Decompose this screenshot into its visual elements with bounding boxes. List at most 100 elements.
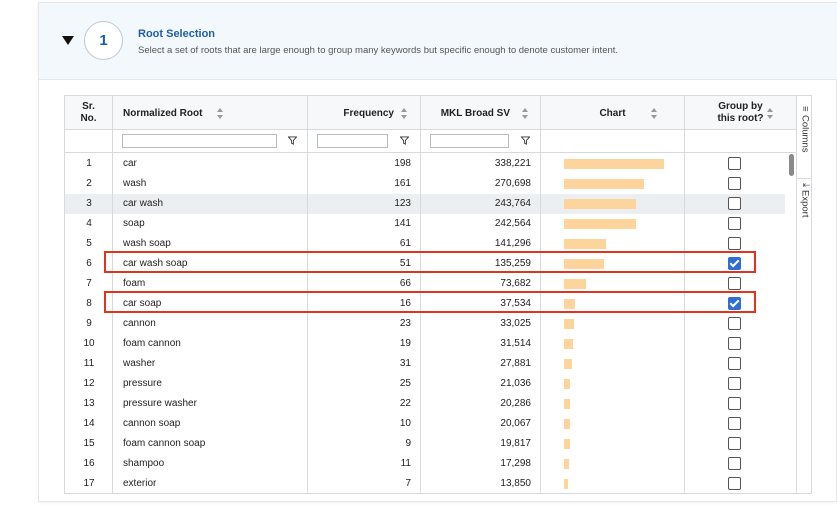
chart-bar: [564, 479, 568, 489]
group-by-checkbox[interactable]: [728, 357, 741, 370]
table-row[interactable]: 3 car wash 123 243,764: [65, 194, 785, 214]
sr-no-cell: 15: [83, 438, 95, 449]
mkl-cell: 31,514: [500, 338, 531, 349]
mkl-filter-input[interactable]: [430, 134, 509, 148]
root-filter-input[interactable]: [122, 134, 277, 148]
chart-bar: [564, 399, 570, 409]
root-cell: car wash soap: [123, 258, 188, 269]
frequency-cell: 7: [405, 478, 411, 489]
sort-icon[interactable]: [767, 108, 774, 119]
chart-bar: [564, 259, 604, 269]
sr-no-cell: 7: [86, 278, 92, 289]
group-by-checkbox[interactable]: [728, 477, 741, 490]
table-row[interactable]: 1 car 198 338,221: [65, 154, 785, 174]
table-row[interactable]: 5 wash soap 61 141,296: [65, 234, 785, 254]
group-by-checkbox[interactable]: [728, 397, 741, 410]
group-by-checkbox[interactable]: [728, 157, 741, 170]
group-by-checkbox[interactable]: [728, 297, 741, 310]
root-cell: car soap: [123, 298, 162, 309]
vertical-scrollbar[interactable]: [789, 154, 794, 176]
sr-no-cell: 2: [86, 178, 92, 189]
group-by-checkbox[interactable]: [728, 417, 741, 430]
mkl-cell: 141,296: [494, 238, 531, 249]
collapse-toggle-icon[interactable]: [62, 36, 74, 45]
chart-bar: [564, 459, 569, 469]
table-row[interactable]: 6 car wash soap 51 135,259: [65, 254, 785, 274]
columns-tab[interactable]: ≡ Columns: [799, 106, 811, 153]
mkl-cell: 27,881: [500, 358, 531, 369]
mkl-cell: 270,698: [494, 178, 531, 189]
root-cell: car wash: [123, 198, 164, 209]
table-row[interactable]: 17 exterior 7 13,850: [65, 474, 785, 493]
mkl-cell: 338,221: [494, 158, 531, 169]
frequency-cell: 61: [399, 238, 411, 249]
table-row[interactable]: 16 shampoo 11 17,298: [65, 454, 785, 474]
group-by-checkbox[interactable]: [728, 197, 741, 210]
root-cell: wash soap: [123, 238, 171, 249]
group-by-checkbox[interactable]: [728, 217, 741, 230]
chart-bar: [564, 319, 574, 329]
table-row[interactable]: 13 pressure washer 22 20,286: [65, 394, 785, 414]
frequency-cell: 10: [399, 418, 411, 429]
table-row[interactable]: 7 foam 66 73,682: [65, 274, 785, 294]
export-icon: ⤓: [800, 183, 811, 188]
sr-no-cell: 4: [86, 218, 92, 229]
group-by-checkbox[interactable]: [728, 177, 741, 190]
mkl-cell: 37,534: [500, 298, 531, 309]
table-row[interactable]: 2 wash 161 270,698: [65, 174, 785, 194]
table-row[interactable]: 9 cannon 23 33,025: [65, 314, 785, 334]
header-mkl-broad-sv[interactable]: MKL Broad SV: [421, 96, 541, 130]
grid-header: Sr. No. Normalized Root Frequency MKL Bro…: [65, 96, 796, 130]
mkl-cell: 17,298: [500, 458, 531, 469]
header-frequency[interactable]: Frequency: [308, 96, 421, 130]
group-by-checkbox[interactable]: [728, 257, 741, 270]
sort-icon[interactable]: [217, 108, 224, 119]
sr-no-cell: 16: [83, 458, 95, 469]
filter-icon[interactable]: [521, 136, 530, 145]
sort-icon[interactable]: [522, 108, 529, 119]
chart-bar: [564, 339, 573, 349]
table-row[interactable]: 10 foam cannon 19 31,514: [65, 334, 785, 354]
group-by-checkbox[interactable]: [728, 457, 741, 470]
chart-bar: [564, 359, 572, 369]
frequency-cell: 161: [394, 178, 411, 189]
table-row[interactable]: 12 pressure 25 21,036: [65, 374, 785, 394]
group-by-checkbox[interactable]: [728, 277, 741, 290]
chart-bar: [564, 299, 575, 309]
header-group-by[interactable]: Group by this root?: [685, 96, 796, 130]
table-row[interactable]: 4 soap 141 242,564: [65, 214, 785, 234]
table-row[interactable]: 15 foam cannon soap 9 19,817: [65, 434, 785, 454]
mkl-cell: 135,259: [494, 258, 531, 269]
mkl-cell: 13,850: [500, 478, 531, 489]
sr-no-cell: 3: [86, 198, 92, 209]
group-by-checkbox[interactable]: [728, 317, 741, 330]
header-normalized-root[interactable]: Normalized Root: [113, 96, 308, 130]
group-by-checkbox[interactable]: [728, 437, 741, 450]
group-by-checkbox[interactable]: [728, 377, 741, 390]
group-by-checkbox[interactable]: [728, 237, 741, 250]
sort-icon[interactable]: [651, 108, 658, 119]
chart-bar: [564, 159, 664, 169]
mkl-cell: 21,036: [500, 378, 531, 389]
sr-no-cell: 10: [83, 338, 95, 349]
mkl-cell: 243,764: [494, 198, 531, 209]
table-row[interactable]: 14 cannon soap 10 20,067: [65, 414, 785, 434]
chart-bar: [564, 439, 570, 449]
sr-no-cell: 8: [86, 298, 92, 309]
filter-icon[interactable]: [400, 136, 409, 145]
frequency-cell: 11: [400, 458, 411, 469]
export-tab[interactable]: ⤓ Export: [797, 178, 811, 228]
table-row[interactable]: 8 car soap 16 37,534: [65, 294, 785, 314]
frequency-filter-input[interactable]: [317, 134, 388, 148]
filter-icon[interactable]: [288, 136, 297, 145]
frequency-cell: 141: [394, 218, 411, 229]
header-chart[interactable]: Chart: [541, 96, 685, 130]
mkl-cell: 20,067: [500, 418, 531, 429]
root-cell: foam cannon soap: [123, 438, 206, 449]
table-row[interactable]: 11 washer 31 27,881: [65, 354, 785, 374]
root-cell: cannon soap: [123, 418, 181, 429]
frequency-cell: 31: [399, 358, 411, 369]
sort-icon[interactable]: [401, 108, 408, 119]
frequency-cell: 16: [399, 298, 411, 309]
group-by-checkbox[interactable]: [728, 337, 741, 350]
